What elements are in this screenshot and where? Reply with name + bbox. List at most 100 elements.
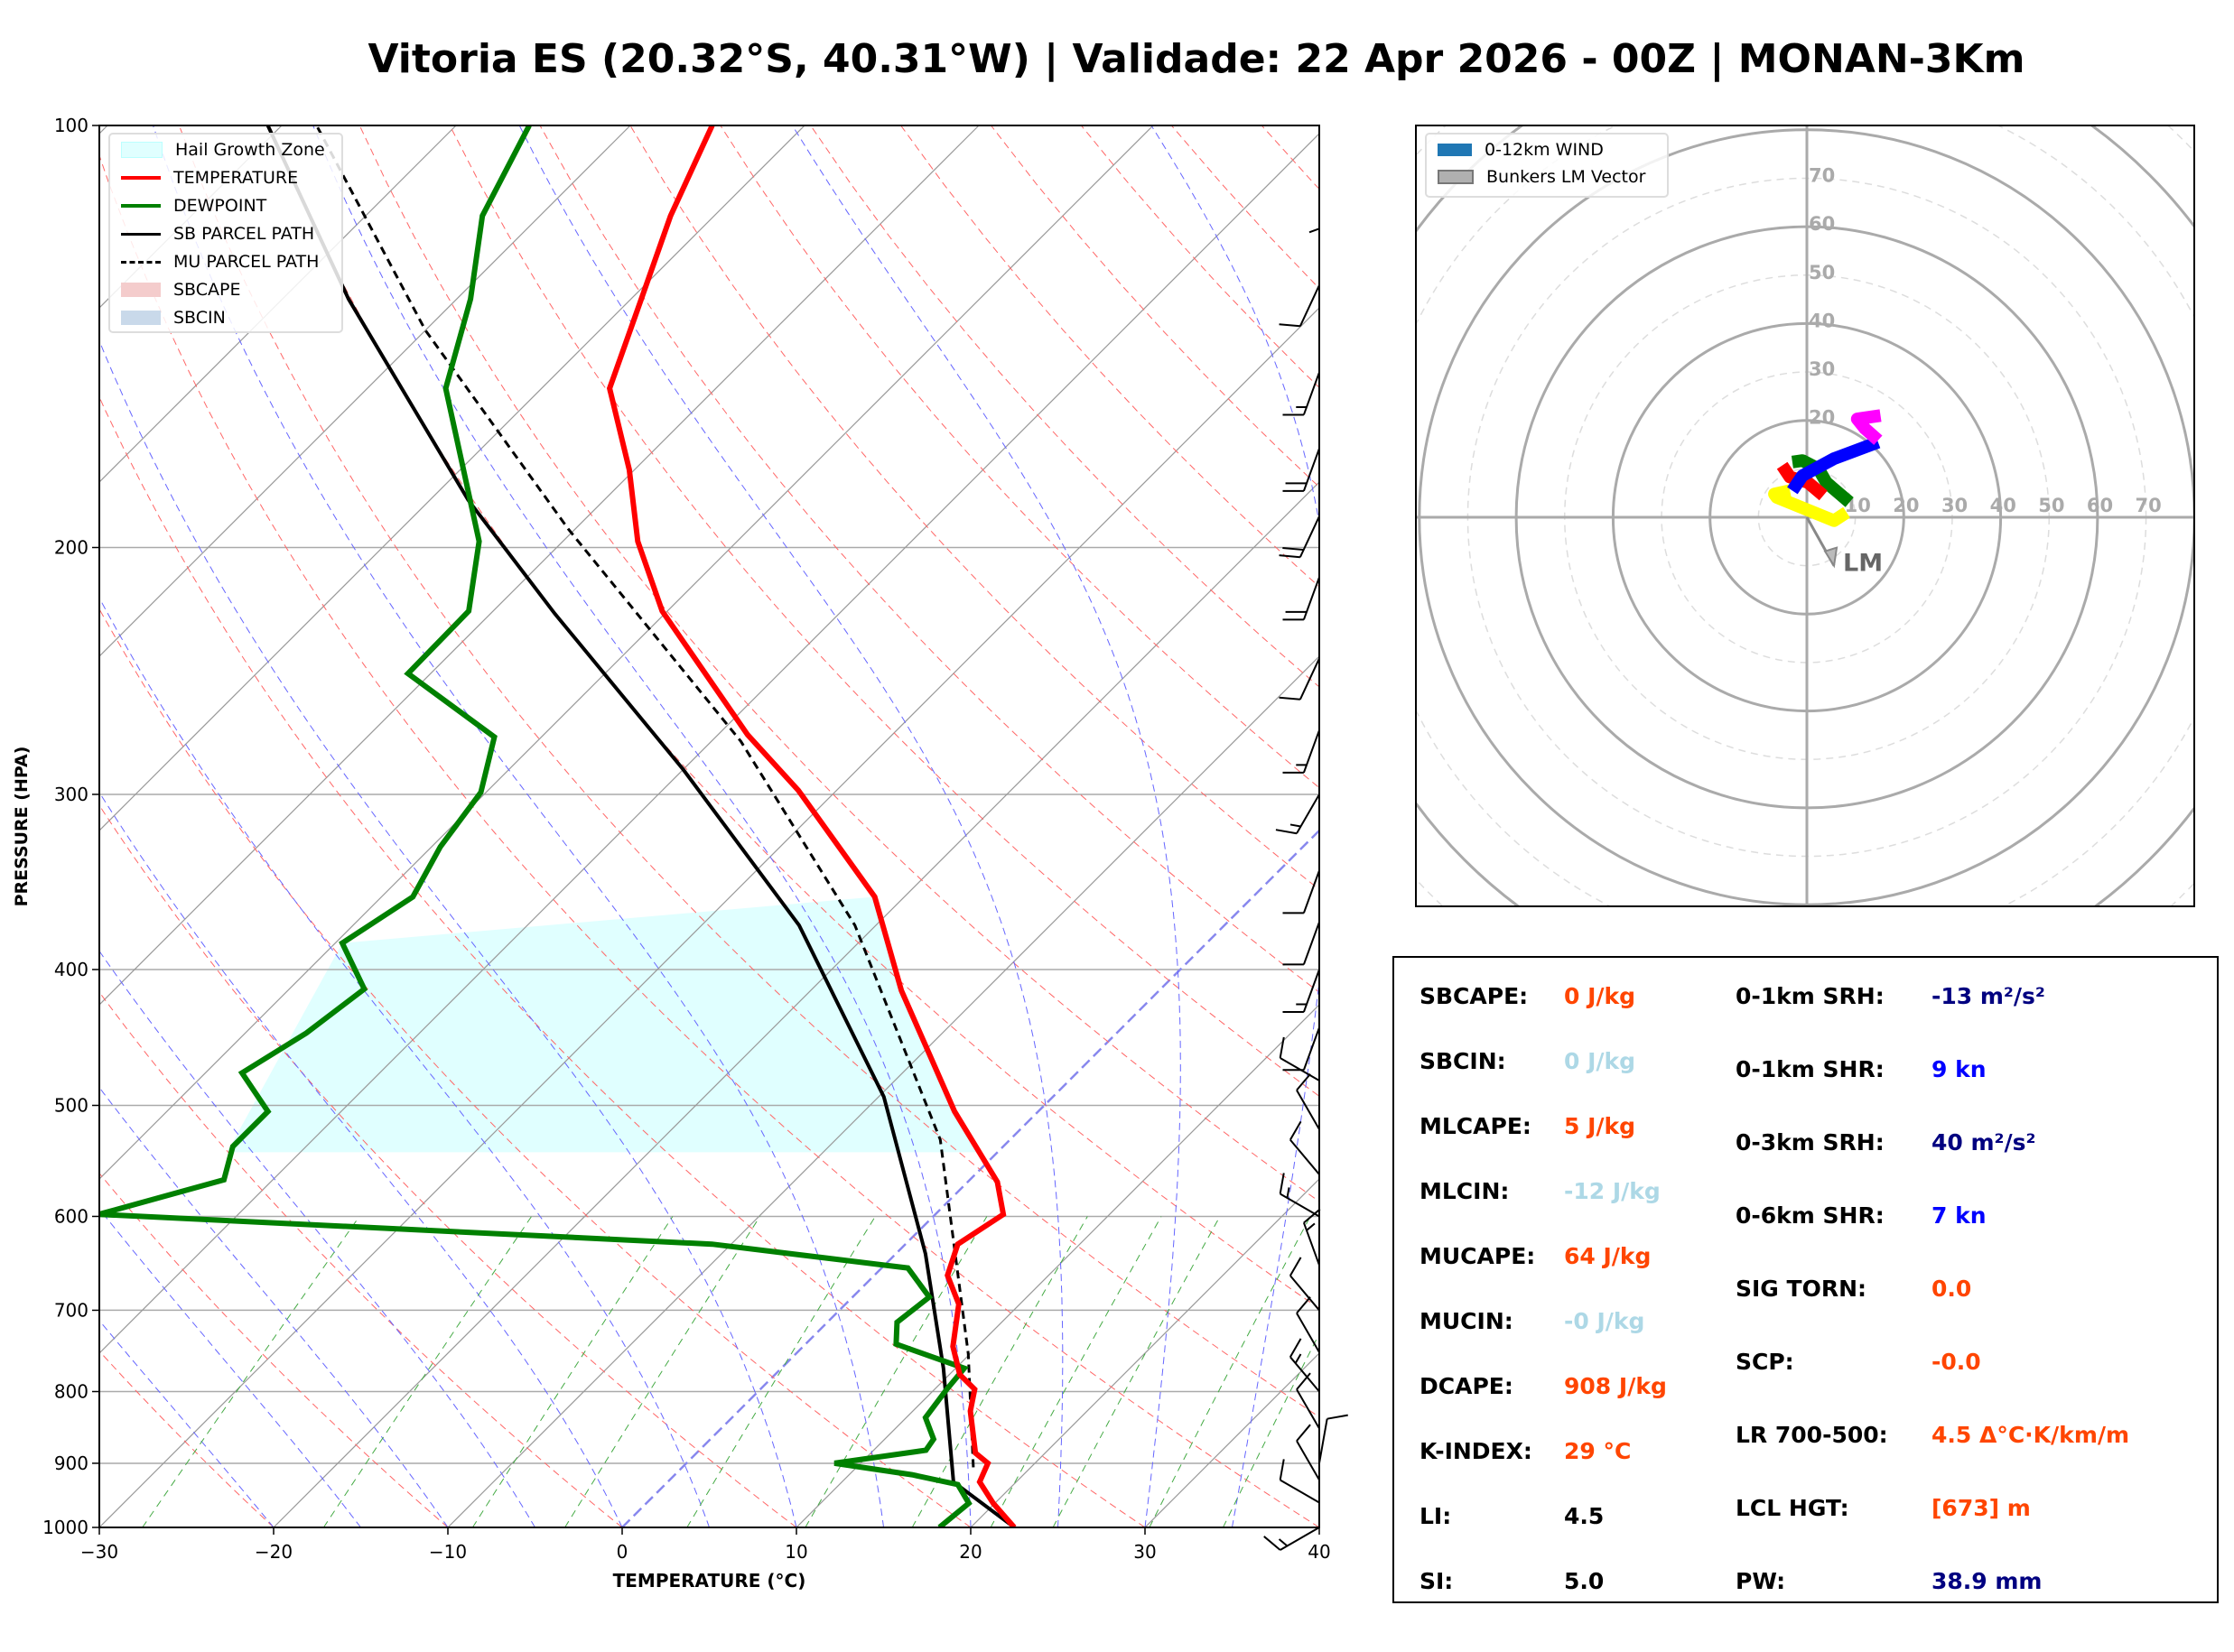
- mu-parcel-path: [315, 125, 975, 1468]
- barb-flag: [1279, 1459, 1285, 1480]
- barb-flag: [1279, 1173, 1285, 1194]
- barb-flag: [1282, 547, 1304, 552]
- legend-sbcin: SBCIN: [121, 308, 226, 328]
- y-tick-label: 100: [54, 115, 88, 136]
- dry-adiabat: [99, 1172, 449, 1527]
- barb-flag: [1286, 1187, 1290, 1199]
- mixing-ratio-line: [322, 1216, 533, 1527]
- y-tick-label: 300: [54, 784, 88, 805]
- y-tick-label: 200: [54, 536, 88, 558]
- wind-barb: [1308, 183, 1320, 234]
- barb-staff: [1289, 1138, 1320, 1175]
- stat-value: 4.5 Δ°C·K/km/m: [1931, 1422, 2130, 1448]
- wind-barb: [1279, 1459, 1320, 1504]
- barb-flag: [1289, 1120, 1302, 1141]
- mixing-ratio-line: [564, 1216, 761, 1527]
- stat-label: MLCIN:: [1420, 1178, 1510, 1204]
- isotherm: [99, 125, 1154, 1180]
- legend-dewpoint: DEWPOINT: [121, 196, 266, 216]
- isotherm: [273, 481, 1319, 1527]
- dry-adiabat: [268, 125, 1319, 1309]
- moist-adiabat: [153, 125, 884, 1527]
- isotherm: [99, 125, 457, 483]
- wind-barb: [1279, 658, 1320, 701]
- mixing-ratio-line: [1149, 1216, 1311, 1527]
- wind-barb: [1282, 448, 1320, 492]
- barb-staff: [1302, 1026, 1320, 1071]
- wind-barb: [1282, 969, 1320, 1013]
- barb-flag: [1296, 1372, 1311, 1390]
- legend-label: DEWPOINT: [173, 196, 267, 216]
- ring-label-y: 70: [1809, 164, 1835, 186]
- y-tick-label: 800: [54, 1380, 88, 1402]
- hodograph-segment: [1787, 436, 1881, 495]
- x-tick-label: 0: [617, 1541, 628, 1563]
- barb-staff: [1299, 658, 1320, 701]
- stat-label: SIG TORN:: [1736, 1276, 1867, 1302]
- stat-value: 5 J/kg: [1564, 1113, 1636, 1139]
- stat-value: 908 J/kg: [1564, 1373, 1667, 1399]
- wind-barb: [1318, 1414, 1348, 1464]
- wind-barb: [1282, 922, 1320, 966]
- x-tick-label: −20: [255, 1541, 293, 1563]
- stat-label: 0-6km SHR:: [1736, 1202, 1885, 1229]
- legend-label: 0-12km WIND: [1485, 140, 1604, 160]
- x-tick-label: −10: [429, 1541, 467, 1563]
- moist-adiabat: [99, 339, 797, 1527]
- y-tick-label: 1000: [42, 1517, 88, 1538]
- swatch: [121, 204, 161, 208]
- hodograph-frame: [1415, 125, 2195, 907]
- barb-staff: [1296, 1388, 1320, 1429]
- barb-staff: [1289, 1275, 1320, 1312]
- wind-barb: [1282, 1026, 1320, 1072]
- wind-barb: [1296, 1424, 1320, 1480]
- legend-wind: 0-12km WIND: [1438, 140, 1604, 160]
- stat-value: 40 m²/s²: [1931, 1129, 2036, 1155]
- stat-label: LR 700-500:: [1736, 1422, 1888, 1448]
- barb-flag: [1279, 1036, 1285, 1059]
- ring-label-y: 30: [1809, 358, 1835, 380]
- barb-flag: [1308, 227, 1320, 234]
- swatch: [121, 260, 161, 264]
- y-tick-label: 900: [54, 1452, 88, 1474]
- x-axis-label: TEMPERATURE (°C): [613, 1570, 806, 1592]
- stat-value: -0.0: [1931, 1349, 1981, 1375]
- dry-adiabat: [358, 125, 1319, 1202]
- moist-adiabat: [99, 950, 535, 1527]
- mixing-ratio-line: [471, 1216, 674, 1527]
- moist-adiabat: [99, 597, 710, 1527]
- isotherm: [970, 1178, 1319, 1527]
- wind-barb: [1275, 794, 1320, 835]
- stat-label: PW:: [1736, 1568, 1786, 1594]
- ring-label-y: 40: [1809, 310, 1835, 331]
- barb-staff: [1280, 1479, 1320, 1504]
- barb-staff: [1296, 1090, 1320, 1130]
- stat-label: MLCAPE:: [1420, 1113, 1531, 1139]
- wind-barb: [1296, 1372, 1320, 1429]
- dry-adiabat: [99, 1350, 275, 1527]
- wind-barb: [1289, 1338, 1320, 1393]
- stat-label: SCP:: [1736, 1349, 1794, 1375]
- isotherm: [99, 125, 980, 1006]
- x-tick-label: 40: [1308, 1541, 1330, 1563]
- wind-barb: [1279, 515, 1320, 559]
- ring-label-x: 50: [2038, 495, 2064, 516]
- barb-flag: [1279, 696, 1300, 701]
- stat-label: DCAPE:: [1420, 1373, 1513, 1399]
- barb-flag: [1263, 1536, 1281, 1551]
- barb-flag: [1278, 1538, 1289, 1547]
- stat-label: MUCAPE:: [1420, 1243, 1536, 1269]
- barb-flag: [1279, 323, 1300, 328]
- legend-label: TEMPERATURE: [173, 168, 299, 188]
- mixing-ratio-line: [142, 1216, 360, 1527]
- stat-label: 0-3km SRH:: [1736, 1129, 1885, 1155]
- stats-panel: SBCAPE: 0 J/kg SBCIN: 0 J/kg MLCAPE: 5 J/kg ML…: [1392, 956, 2219, 1603]
- hodograph-segment: [1850, 409, 1883, 445]
- barb-flag: [1289, 1257, 1302, 1276]
- legend-mu-parcel: MU PARCEL PATH: [121, 252, 319, 272]
- legend-sbcape: SBCAPE: [121, 280, 241, 300]
- stat-value: -0 J/kg: [1564, 1308, 1645, 1334]
- barb-flag: [1294, 1353, 1302, 1364]
- barb-flag: [1279, 554, 1300, 559]
